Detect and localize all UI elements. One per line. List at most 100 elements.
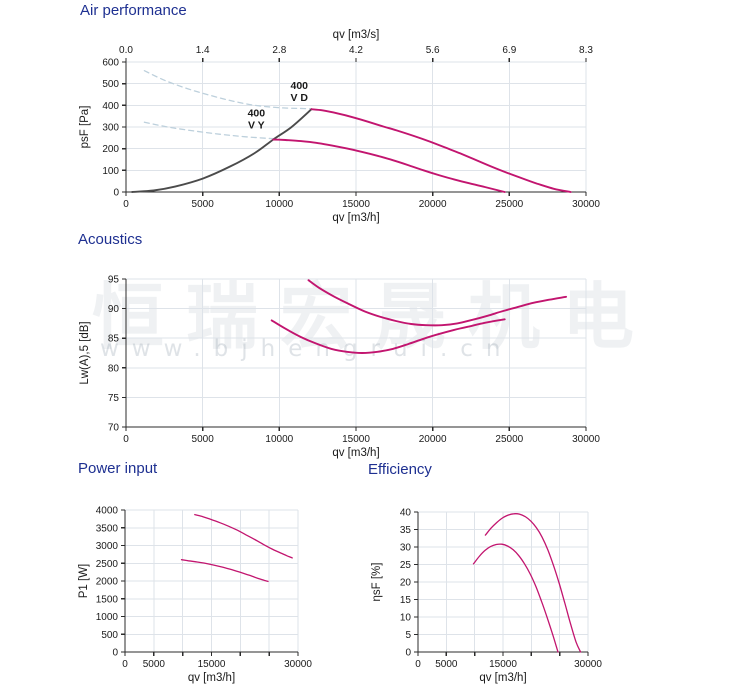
- y-tick-label: 1500: [96, 594, 119, 605]
- x-tick-label: 5000: [143, 659, 166, 670]
- x-tick-label: 20000: [419, 199, 447, 210]
- power-input-title: Power input: [78, 460, 158, 477]
- acoustics-chart: 0 5000 10000 15000 20000 25000 30000 70 75 80 85 90…: [79, 275, 600, 460]
- acoustics-title: Acoustics: [78, 231, 143, 248]
- y-tick-label: 70: [108, 423, 120, 434]
- x-tick-label: 30000: [574, 659, 602, 670]
- x-tick-label: 25000: [495, 199, 523, 210]
- watermark-url: www.bjhengrui.cn: [100, 336, 514, 362]
- acoustics-tick-labels: 0 5000 10000 15000 20000 25000 30000 70 75 80 85 90…: [108, 275, 600, 446]
- air-performance-series-fan-curve-400-VY: [272, 138, 506, 193]
- air-performance-series-max-limit-400-VD: [143, 70, 313, 110]
- y-tick-label: 200: [102, 144, 119, 155]
- efficiency-tick-labels: 0 5000 15000 30000 0 5 10 15 20 25 30 35 40: [400, 508, 602, 671]
- x-tick-label: 30000: [284, 659, 312, 670]
- air-performance-tick-labels: 0 5000 10000 15000 20000 25000 30000 0 100 200 300…: [102, 45, 600, 210]
- x-tick-label: 25000: [495, 434, 523, 445]
- x-tick-label: 0: [123, 199, 129, 210]
- x2-tick-label: 2.8: [272, 45, 286, 56]
- y-tick-label: 30: [400, 543, 412, 554]
- air-performance-annotation-0-line-1: V D: [291, 92, 309, 104]
- efficiency-axes: [414, 511, 589, 656]
- y-tick-label: 10: [400, 613, 412, 624]
- air-performance-grid: [126, 61, 587, 192]
- y-tick-label: 85: [108, 334, 120, 345]
- x-tick-label: 0: [123, 434, 129, 445]
- y-tick-label: 1000: [96, 612, 119, 623]
- y-tick-label: 300: [102, 123, 119, 134]
- y-tick-label: 500: [102, 79, 119, 90]
- y-tick-label: 0: [112, 648, 118, 659]
- x2-tick-label: 4.2: [349, 45, 363, 56]
- x-tick-label: 15000: [342, 434, 370, 445]
- y-tick-label: 600: [102, 58, 119, 69]
- power-input-chart: 0 5000 15000 30000 0 500 1000 1500 2000 2500 3000 3…: [78, 506, 312, 685]
- power-input-grid: [125, 509, 299, 652]
- air-performance-title: Air performance: [80, 2, 187, 19]
- y-tick-label: 40: [400, 508, 412, 519]
- power-input-series-power-400-VY: [180, 559, 269, 583]
- x-tick-label: 5000: [192, 434, 215, 445]
- y-tick-label: 5: [405, 630, 411, 641]
- efficiency-x-axis-label: qv [m3/h]: [479, 672, 526, 684]
- x-tick-label: 30000: [572, 434, 600, 445]
- y-tick-label: 4000: [96, 506, 119, 517]
- y-tick-label: 20: [400, 578, 412, 589]
- air-performance-axes: [122, 58, 587, 196]
- x-tick-label: 15000: [489, 659, 517, 670]
- y-tick-label: 3000: [96, 541, 119, 552]
- air-performance-x2-axis-label: qv [m3/s]: [333, 29, 380, 41]
- x2-tick-label: 8.3: [579, 45, 593, 56]
- y-tick-label: 3500: [96, 523, 119, 534]
- x2-tick-label: 6.9: [502, 45, 516, 56]
- y-tick-label: 35: [400, 525, 412, 536]
- power-input-y-axis-label: P1 [W]: [78, 564, 90, 599]
- efficiency-chart: 0 5000 15000 30000 0 5 10 15 20 25 30 35 40 qv [m3/h]…: [371, 508, 602, 685]
- air-performance-y-axis-label: psF [Pa]: [79, 106, 91, 149]
- air-performance-annotation-1-line-0: 400: [248, 108, 266, 120]
- x-tick-label: 5000: [435, 659, 458, 670]
- air-performance-annotation-1-line-1: V Y: [248, 120, 265, 132]
- y-tick-label: 0: [405, 648, 411, 659]
- x-tick-label: 10000: [265, 434, 293, 445]
- efficiency-series-efficiency-400-VD: [484, 513, 582, 653]
- efficiency-grid: [418, 511, 589, 652]
- air-performance-series-system-curve: [131, 108, 313, 193]
- y-tick-label: 100: [102, 166, 119, 177]
- acoustics-y-axis-label: Lw(A),5 [dB]: [79, 321, 91, 384]
- x2-tick-label: 1.4: [196, 45, 210, 56]
- y-tick-label: 15: [400, 595, 412, 606]
- acoustics-x-axis-label: qv [m3/h]: [332, 447, 379, 459]
- y-tick-label: 95: [108, 275, 120, 286]
- air-performance-annotation-0-line-0: 400: [291, 80, 309, 92]
- air-performance-x-axis-label: qv [m3/h]: [332, 212, 379, 224]
- y-tick-label: 80: [108, 363, 120, 374]
- watermark-text: 恒瑞宏晟机电: [92, 275, 657, 359]
- air-performance-series-max-limit-400-VY: [143, 121, 274, 140]
- efficiency-y-axis-label: ηsF [%]: [371, 563, 383, 602]
- air-performance-series-fan-curve-400-VD: [310, 108, 572, 193]
- y-tick-label: 75: [108, 393, 120, 404]
- y-tick-label: 400: [102, 101, 119, 112]
- acoustics-grid: [126, 278, 587, 427]
- x-tick-label: 0: [415, 659, 421, 670]
- y-tick-label: 25: [400, 560, 412, 571]
- x-tick-label: 20000: [419, 434, 447, 445]
- y-tick-label: 2500: [96, 559, 119, 570]
- y-tick-label: 0: [113, 188, 119, 199]
- x-tick-label: 15000: [198, 659, 226, 670]
- efficiency-series-efficiency-400-VY: [472, 543, 559, 653]
- y-tick-label: 500: [101, 630, 118, 641]
- acoustics-series-sound-power-400-VD: [307, 279, 568, 327]
- x-tick-label: 15000: [342, 199, 370, 210]
- acoustics-axes: [122, 278, 587, 431]
- air-performance-chart: 0 5000 10000 15000 20000 25000 30000 0 100 200 300…: [79, 29, 600, 224]
- x-tick-label: 10000: [265, 199, 293, 210]
- y-tick-label: 90: [108, 304, 120, 315]
- x-tick-label: 5000: [192, 199, 215, 210]
- x-tick-label: 30000: [572, 199, 600, 210]
- power-input-axes: [121, 509, 299, 656]
- y-tick-label: 2000: [96, 577, 119, 588]
